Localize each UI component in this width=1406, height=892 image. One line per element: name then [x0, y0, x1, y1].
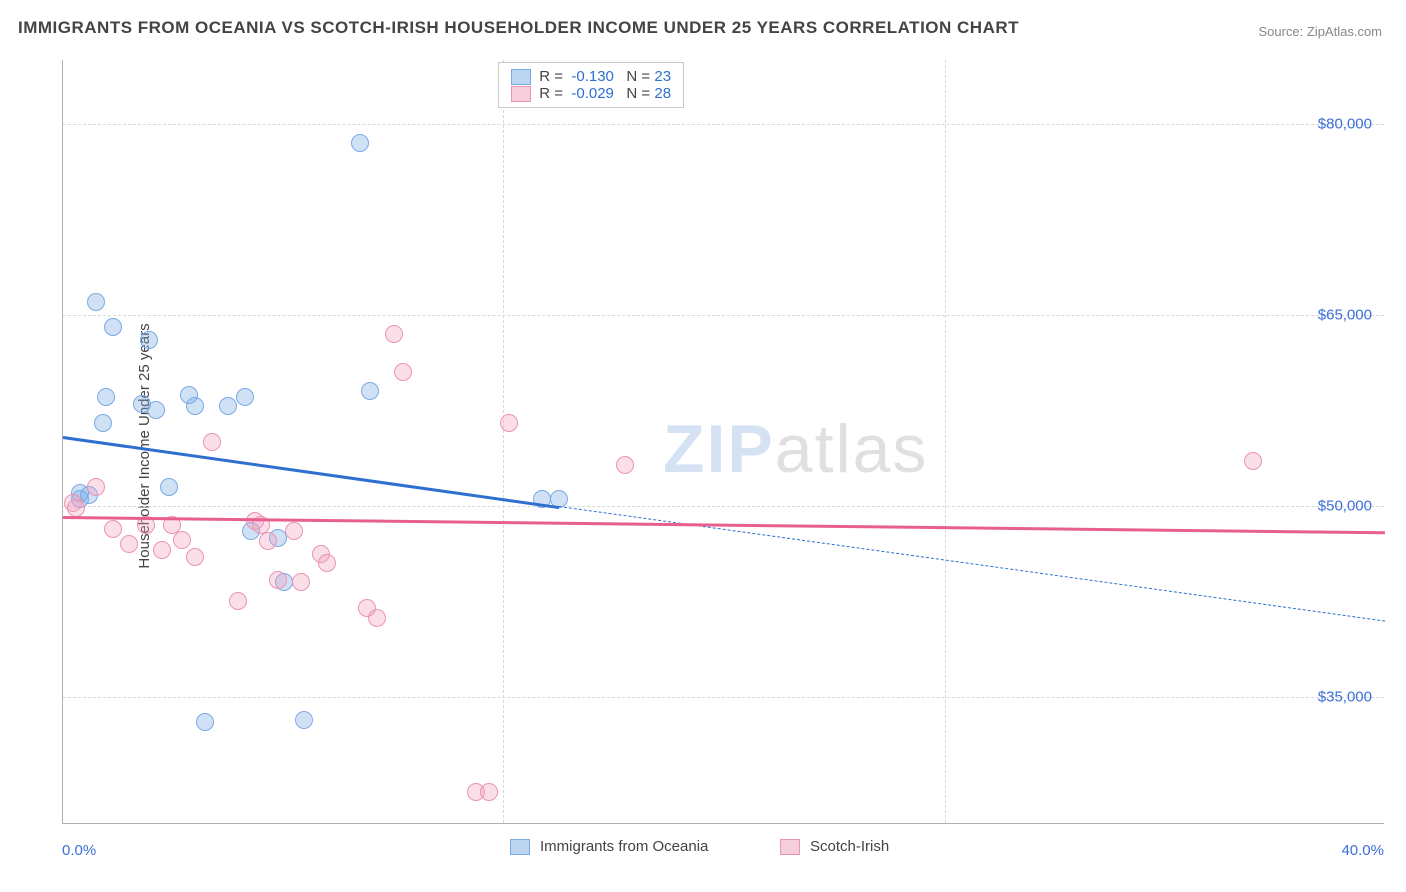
y-tick-label: $35,000 — [1318, 688, 1372, 705]
y-tick-label: $50,000 — [1318, 497, 1372, 514]
data-point-oceania — [186, 397, 204, 415]
data-point-scotch — [186, 548, 204, 566]
x-tick-label: 0.0% — [62, 842, 96, 859]
gridline-h — [63, 315, 1384, 316]
correlation-legend: R = -0.130 N = 23R = -0.029 N = 28 — [498, 62, 684, 108]
trend-line — [63, 436, 559, 509]
data-point-scotch — [285, 522, 303, 540]
data-point-oceania — [295, 711, 313, 729]
data-point-scotch — [318, 554, 336, 572]
data-point-oceania — [219, 397, 237, 415]
data-point-scotch — [1244, 452, 1262, 470]
data-point-scotch — [385, 325, 403, 343]
data-point-oceania — [94, 414, 112, 432]
data-point-oceania — [140, 331, 158, 349]
data-point-scotch — [104, 520, 122, 538]
source-credit: Source: ZipAtlas.com — [1258, 24, 1382, 39]
data-point-scotch — [173, 531, 191, 549]
legend-row-oceania: R = -0.130 N = 23 — [511, 68, 671, 85]
y-tick-label: $80,000 — [1318, 115, 1372, 132]
data-point-oceania — [87, 293, 105, 311]
data-point-scotch — [87, 478, 105, 496]
data-point-scotch — [394, 363, 412, 381]
gridline-h — [63, 697, 1384, 698]
data-point-scotch — [616, 456, 634, 474]
data-point-oceania — [104, 318, 122, 336]
legend-stats: R = -0.130 N = 23 — [539, 68, 671, 85]
scatter-plot: ZIPatlas $35,000 $50,000 $65,000 $80,000 — [62, 60, 1384, 824]
gridline-v — [945, 60, 946, 823]
watermark: ZIPatlas — [663, 410, 928, 488]
data-point-scotch — [480, 783, 498, 801]
swatch-icon — [511, 86, 531, 102]
data-point-oceania — [196, 713, 214, 731]
series-label: Immigrants from Oceania — [540, 838, 708, 855]
x-tick-label: 40.0% — [1341, 842, 1384, 859]
y-tick-label: $65,000 — [1318, 306, 1372, 323]
legend-stats: R = -0.029 N = 28 — [539, 85, 671, 102]
data-point-scotch — [500, 414, 518, 432]
data-point-oceania — [236, 388, 254, 406]
swatch-icon — [511, 69, 531, 85]
series-legend-scotch: Scotch-Irish — [780, 838, 889, 855]
data-point-oceania — [97, 388, 115, 406]
data-point-scotch — [67, 499, 85, 517]
data-point-oceania — [147, 401, 165, 419]
data-point-oceania — [351, 134, 369, 152]
data-point-scotch — [229, 592, 247, 610]
gridline-h — [63, 124, 1384, 125]
swatch-icon — [780, 839, 800, 855]
series-legend-oceania: Immigrants from Oceania — [510, 838, 708, 855]
data-point-scotch — [269, 571, 287, 589]
data-point-scotch — [203, 433, 221, 451]
gridline-h — [63, 506, 1384, 507]
data-point-scotch — [368, 609, 386, 627]
legend-row-scotch: R = -0.029 N = 28 — [511, 85, 671, 102]
data-point-scotch — [120, 535, 138, 553]
gridline-v — [503, 60, 504, 823]
swatch-icon — [510, 839, 530, 855]
data-point-scotch — [292, 573, 310, 591]
chart-title: IMMIGRANTS FROM OCEANIA VS SCOTCH-IRISH … — [18, 18, 1019, 38]
data-point-scotch — [153, 541, 171, 559]
data-point-scotch — [259, 532, 277, 550]
data-point-oceania — [361, 382, 379, 400]
series-label: Scotch-Irish — [810, 838, 889, 855]
data-point-oceania — [160, 478, 178, 496]
